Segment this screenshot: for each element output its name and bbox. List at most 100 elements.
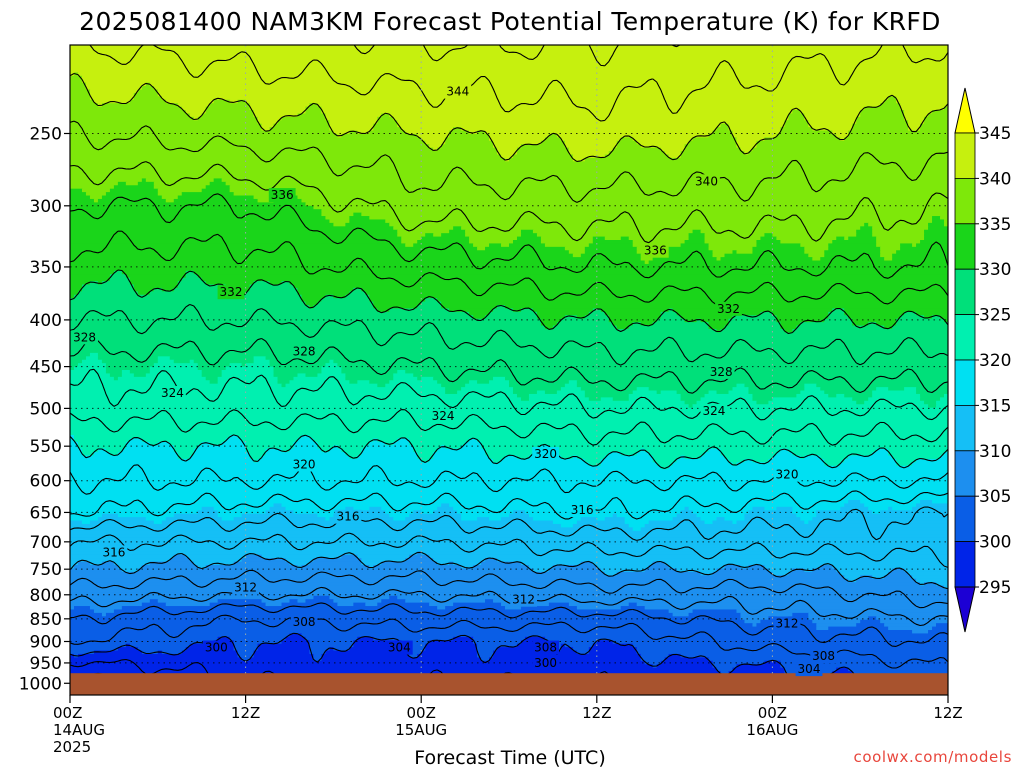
theta-field-cell (177, 281, 207, 286)
theta-field-cell (580, 561, 594, 566)
contour-line-308 (70, 569, 948, 609)
theta-field-cell (632, 527, 642, 532)
contour-label: 312 (512, 593, 535, 607)
theta-field-cell (628, 393, 682, 398)
theta-field-cell (808, 120, 857, 125)
theta-field-cell (836, 133, 849, 138)
theta-field-cell (616, 144, 642, 149)
theta-field-cell (73, 435, 231, 440)
contour-label-gap (334, 509, 362, 524)
theta-field-cell (113, 376, 119, 381)
theta-field-cell (804, 387, 821, 392)
theta-field-cell (165, 198, 175, 203)
theta-field-cell (333, 130, 350, 135)
theta-field-cell (704, 393, 754, 398)
theta-field-cell (373, 127, 402, 132)
theta-field-cell (648, 520, 706, 525)
theta-field-cell (932, 219, 945, 224)
theta-field-cell (720, 257, 813, 262)
theta-field-cell (780, 664, 948, 669)
theta-field-cell (113, 185, 155, 190)
theta-field-cell (165, 602, 211, 607)
theta-field-cell (860, 110, 905, 115)
theta-field-cell (405, 243, 414, 248)
theta-field-cell (337, 602, 354, 607)
theta-field-cell (93, 198, 99, 203)
theta-field-cell (249, 657, 315, 662)
theta-field-cell (117, 181, 127, 186)
theta-field-cell (189, 113, 203, 118)
theta-field-cell (924, 400, 937, 405)
theta-field-cell (648, 387, 734, 392)
theta-field-cell (680, 154, 948, 159)
colorbar-band (954, 314, 976, 361)
theta-field-cell (844, 311, 905, 316)
theta-field-cell (820, 455, 849, 460)
theta-field-cell (425, 140, 446, 145)
theta-field-cell (616, 325, 630, 330)
theta-field-cell (193, 359, 255, 364)
theta-field-cell (253, 195, 279, 200)
theta-field-cell (205, 106, 251, 111)
theta-field-cell (728, 318, 777, 323)
theta-field-cell (221, 441, 247, 446)
theta-field-cell (804, 113, 861, 118)
theta-field-cell (920, 397, 941, 402)
theta-field-cell (197, 565, 207, 570)
theta-field-cell (892, 257, 948, 262)
theta-field-cell (812, 127, 853, 132)
colorbar-label: 345 (979, 124, 1011, 144)
theta-field-cell (173, 513, 219, 518)
theta-field-cell (117, 513, 175, 518)
theta-field-cell (848, 130, 948, 135)
theta-field-cell (632, 643, 948, 648)
theta-field-cell (652, 561, 666, 566)
theta-field-cell (445, 445, 462, 450)
theta-field-cell (497, 151, 518, 156)
theta-field-cell (289, 633, 303, 638)
theta-field-cell (413, 373, 948, 378)
theta-field-cell (928, 226, 948, 231)
theta-field-cell (928, 113, 948, 118)
theta-field-cell (229, 188, 948, 193)
theta-field-cell (105, 366, 151, 371)
theta-field-cell (265, 448, 283, 453)
theta-field-cell (808, 123, 853, 128)
theta-field-cell (70, 298, 303, 303)
theta-field-cell (445, 606, 506, 611)
theta-field-cell (872, 510, 881, 515)
credit-link[interactable]: coolwx.com/models (854, 748, 1013, 766)
theta-field-cell (145, 178, 215, 183)
theta-field-cell (281, 602, 338, 607)
theta-field-cell (752, 246, 805, 251)
theta-field-cell (129, 438, 143, 443)
theta-field-cell (540, 140, 566, 145)
theta-field-cell (512, 390, 538, 395)
theta-field-cell (497, 558, 948, 563)
theta-field-cell (257, 116, 283, 121)
theta-field-cell (780, 448, 789, 453)
colorbar-max-arrow (954, 87, 976, 134)
theta-field-cell (101, 359, 159, 364)
theta-field-cell (70, 127, 263, 132)
theta-field-cell (401, 643, 426, 648)
theta-field-cell (417, 133, 450, 138)
theta-field-cell (185, 270, 195, 275)
theta-field-cell (752, 147, 948, 152)
theta-field-cell (788, 448, 877, 453)
theta-field-cell (70, 568, 123, 573)
theta-field-cell (772, 455, 801, 460)
theta-field-cell (70, 640, 215, 645)
theta-field-cell (445, 140, 494, 145)
theta-field-cell (732, 667, 785, 672)
theta-field-cell (349, 130, 358, 135)
theta-field-cell (924, 229, 948, 234)
theta-field-cell (880, 510, 948, 515)
theta-field-cell (181, 192, 235, 197)
theta-field-cell (732, 130, 781, 135)
theta-field-cell (249, 103, 311, 108)
theta-field-cell (273, 370, 323, 375)
theta-field-cell (365, 445, 414, 450)
theta-field-cell (716, 667, 734, 672)
